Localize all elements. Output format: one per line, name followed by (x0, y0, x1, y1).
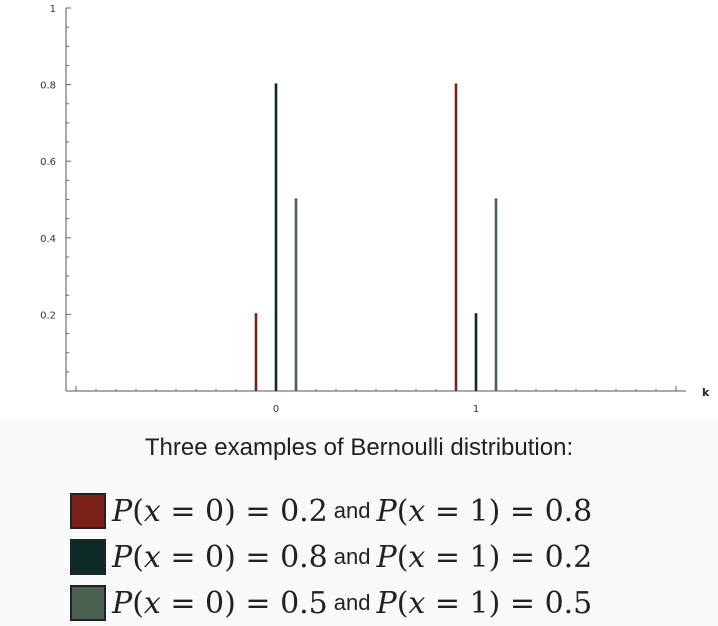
chart-caption: Three examples of Bernoulli distribution… (144, 434, 574, 461)
stem-point-2-k0 (274, 83, 278, 86)
legend-item: P(x = 0) = 0.8 and P(x = 1) = 0.2 (70, 534, 592, 580)
legend-item: P(x = 0) = 0.5 and P(x = 1) = 0.5 (70, 580, 592, 626)
y-tick-label: 0.2 (40, 310, 56, 321)
x-tick-label: 0 (273, 404, 279, 415)
stem-point-3-k1 (494, 198, 498, 201)
stem-point-3-k0 (294, 198, 298, 201)
formula-p1: P(x = 1) = 0.2 (376, 539, 593, 575)
legend: P(x = 0) = 0.2 and P(x = 1) = 0.8 P(x = … (70, 488, 592, 626)
legend-swatch-green (70, 585, 106, 621)
legend-item: P(x = 0) = 0.2 and P(x = 1) = 0.8 (70, 488, 592, 534)
formula-p0: P(x = 0) = 0.2 (112, 493, 328, 529)
and-label: and (333, 590, 371, 615)
x-tick-label: 1 (473, 404, 479, 415)
y-tick-label: 1 (50, 4, 56, 15)
y-tick-label: 0.4 (40, 234, 56, 245)
formula-p1: P(x = 1) = 0.8 (376, 493, 593, 529)
y-axis-ticks: 0.2 0.4 0.6 0.8 1 (40, 4, 71, 373)
y-tick-label: 0.8 (40, 81, 56, 92)
formula-p1: P(x = 1) = 0.5 (376, 585, 593, 621)
legend-swatch-dark (70, 539, 106, 575)
y-tick-label: 0.6 (40, 157, 56, 168)
stem-point-1-k0 (254, 313, 258, 316)
x-axis-label: k (702, 386, 710, 399)
stem-point-2-k1 (474, 313, 478, 316)
stems-group (254, 83, 498, 391)
formula-p0: P(x = 0) = 0.8 (112, 539, 328, 575)
and-label: and (333, 498, 371, 523)
and-label: and (333, 544, 371, 569)
legend-swatch-red (70, 493, 106, 529)
formula-p0: P(x = 0) = 0.5 (112, 585, 328, 621)
stem-point-1-k1 (454, 83, 458, 86)
